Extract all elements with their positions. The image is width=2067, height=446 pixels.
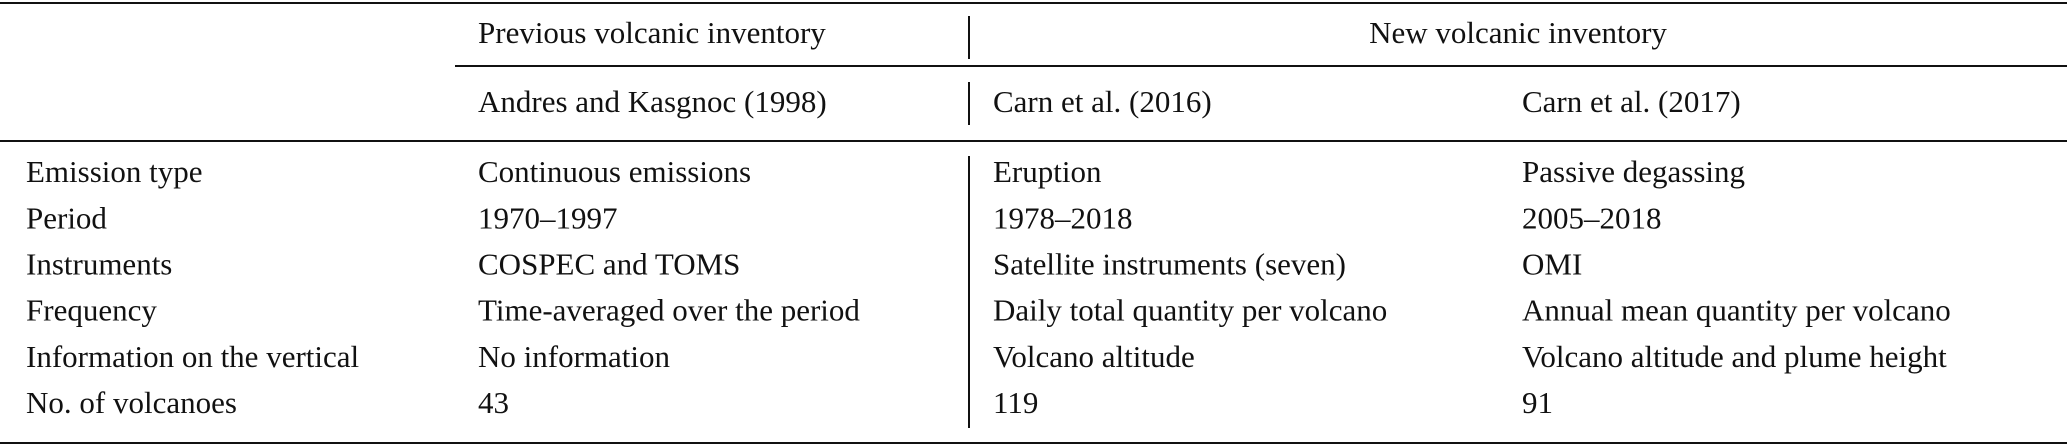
row-label: Emission type <box>26 154 203 189</box>
row-label: No. of volcanoes <box>26 385 237 420</box>
group-header: Previous volcanic inventory <box>478 15 826 50</box>
cell: 1978–2018 <box>993 200 1133 235</box>
cell: Daily total quantity per volcano <box>993 293 1387 328</box>
cell: OMI <box>1522 247 1582 282</box>
cell: 2005–2018 <box>1522 200 1662 235</box>
cell: 91 <box>1522 385 1553 420</box>
cell: 43 <box>478 385 509 420</box>
cell: COSPEC and TOMS <box>478 247 740 282</box>
column-header: Carn et al. (2017) <box>1522 84 1741 119</box>
cell: Volcano altitude and plume height <box>1522 339 1947 374</box>
cell: Continuous emissions <box>478 154 751 189</box>
cell: No information <box>478 339 670 374</box>
cell: Satellite instruments (seven) <box>993 247 1346 282</box>
cell: Volcano altitude <box>993 339 1195 374</box>
column-header: Carn et al. (2016) <box>993 84 1212 119</box>
cell: Annual mean quantity per volcano <box>1522 293 1951 328</box>
row-label: Information on the vertical <box>26 339 359 374</box>
cell: 119 <box>993 385 1038 420</box>
row-label: Instruments <box>26 247 172 282</box>
row-label: Period <box>26 200 107 235</box>
group-header: New volcanic inventory <box>1369 15 1667 50</box>
row-label: Frequency <box>26 293 157 328</box>
cell: Eruption <box>993 154 1102 189</box>
cell: 1970–1997 <box>478 200 618 235</box>
column-header: Andres and Kasgnoc (1998) <box>478 84 827 119</box>
cell: Passive degassing <box>1522 154 1745 189</box>
cell: Time-averaged over the period <box>478 293 860 328</box>
